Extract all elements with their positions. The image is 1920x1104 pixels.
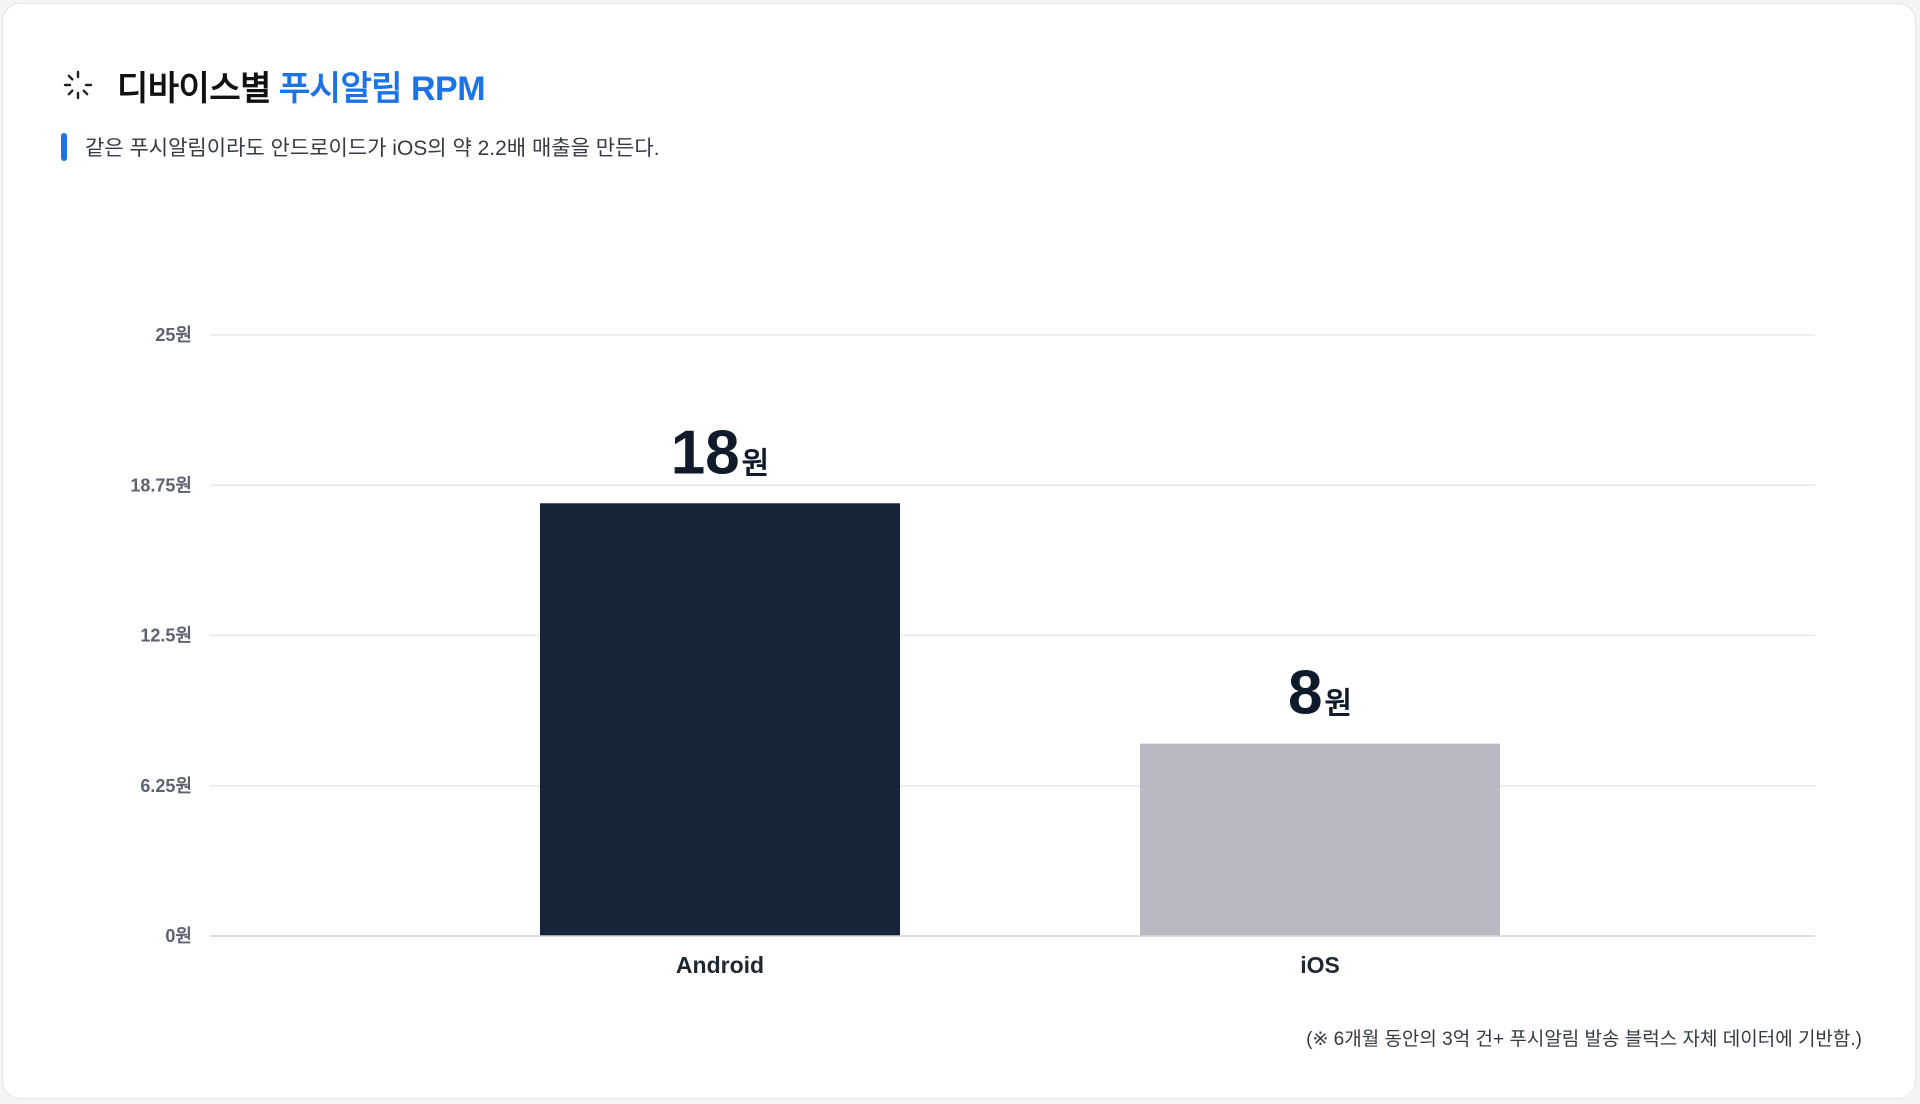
footnote: (※ 6개월 동안의 3억 건+ 푸시알림 발송 블럭스 자체 데이터에 기반함… [1306,1029,1862,1050]
y-tick-label: 25원 [155,325,192,345]
bar-android [540,503,900,936]
page-title: 디바이스별 푸시알림 RPM [117,61,486,110]
data-label-unit: 원 [742,447,770,480]
loader-icon [63,70,93,100]
chart-card: 디바이스별 푸시알림 RPM 같은 푸시알림이라도 안드로이드가 iOS의 약 2… [2,3,1916,1099]
data-label-value: 8 [1288,659,1322,728]
y-tick-label: 18.75원 [130,475,192,495]
data-label: 18원 [671,418,770,487]
chart-subtitle: 같은 푸시알림이라도 안드로이드가 iOS의 약 2.2배 매출을 만든다. [61,132,660,162]
data-label-unit: 원 [1324,688,1352,721]
y-tick-label: 6.25원 [140,776,192,796]
title-main: 디바이스별 [117,69,271,108]
subtitle-accent-bar [61,133,67,161]
data-label: 8원 [1288,659,1352,728]
title-accent: 푸시알림 RPM [278,69,486,108]
x-tick-label: iOS [1300,952,1340,978]
y-tick-label: 0원 [165,926,192,946]
chart-header: 디바이스별 푸시알림 RPM [63,60,486,110]
x-tick-label: Android [676,952,764,978]
bar-ios [1140,743,1500,936]
subtitle-text: 같은 푸시알림이라도 안드로이드가 iOS의 약 2.2배 매출을 만든다. [85,137,660,160]
y-tick-label: 12.5원 [140,626,192,646]
data-label-value: 18 [671,418,740,487]
